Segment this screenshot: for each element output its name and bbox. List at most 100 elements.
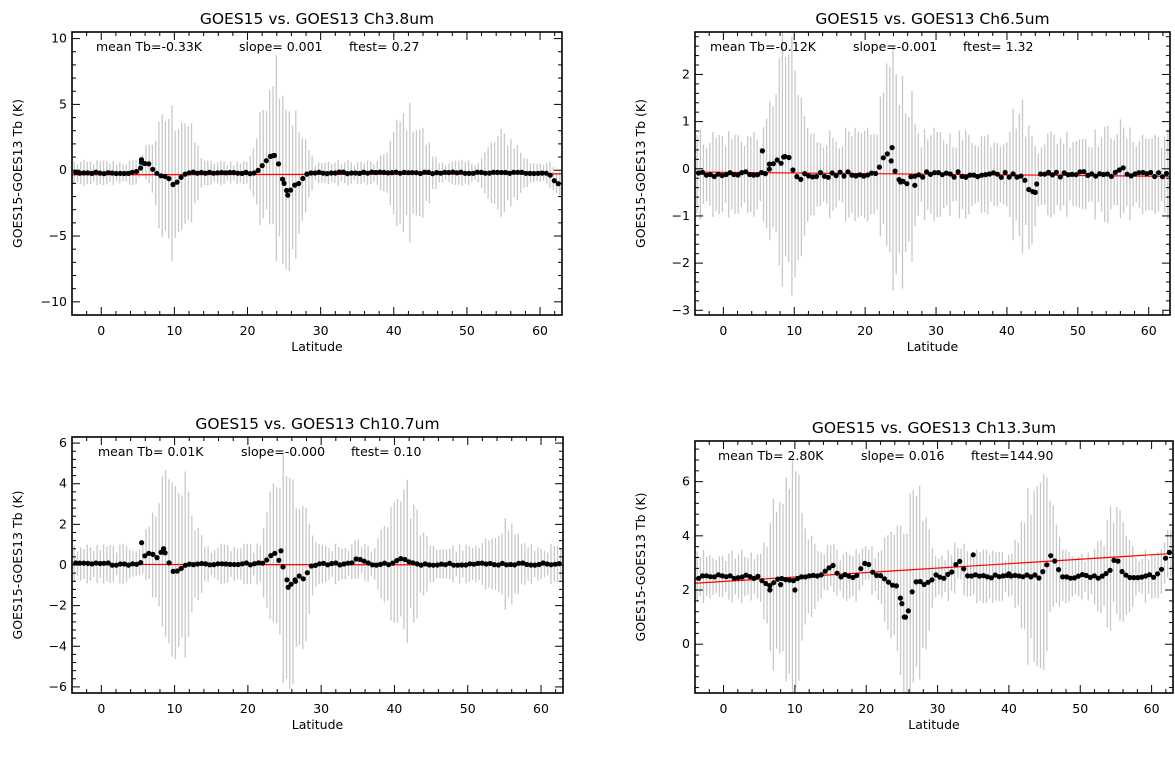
data-point: [937, 574, 943, 580]
data-point: [308, 563, 314, 569]
data-point: [479, 560, 485, 566]
data-point: [1155, 571, 1161, 577]
data-point: [381, 169, 387, 175]
data-point: [1010, 171, 1016, 177]
data-point: [459, 562, 465, 568]
data-point: [766, 166, 772, 172]
data-point: [421, 169, 428, 175]
data-point: [711, 574, 718, 580]
data-point: [913, 579, 919, 585]
data-point: [786, 154, 792, 161]
data-point: [279, 176, 286, 182]
data-point: [872, 170, 879, 177]
data-point: [146, 550, 152, 556]
data-point: [385, 170, 391, 176]
y-tick-label: 6: [682, 474, 690, 489]
data-point: [707, 574, 714, 580]
data-point: [268, 553, 274, 559]
data-point: [838, 574, 844, 580]
data-point: [1012, 572, 1018, 579]
data-point: [263, 158, 269, 164]
data-point: [113, 170, 119, 177]
data-point: [353, 556, 359, 562]
data-point: [933, 572, 939, 578]
data-point: [723, 574, 729, 580]
data-point: [794, 575, 801, 582]
y-tick-label: 2: [59, 516, 67, 531]
data-point: [909, 589, 915, 595]
data-point: [1087, 574, 1093, 581]
ftest-annotation: ftest= 1.32: [963, 39, 1033, 54]
data-point: [340, 169, 346, 175]
data-point: [802, 574, 809, 580]
data-point: [470, 170, 476, 176]
data-point: [77, 560, 83, 566]
data-point: [813, 173, 820, 180]
data-point: [352, 170, 359, 176]
data-point: [337, 562, 343, 568]
data-point: [231, 561, 237, 568]
y-axis-label: GOES15-GOES13 Tb (K): [633, 99, 648, 248]
data-point: [490, 169, 496, 175]
data-point: [150, 166, 156, 172]
data-point: [511, 169, 517, 175]
data-point: [304, 570, 310, 576]
data-point: [770, 161, 776, 167]
data-point: [1044, 562, 1050, 568]
data-point: [1095, 575, 1101, 581]
data-point: [203, 561, 209, 567]
data-point: [125, 170, 131, 176]
data-point: [876, 164, 883, 170]
data-point: [325, 562, 331, 568]
data-point: [344, 171, 350, 177]
data-point: [1032, 572, 1038, 578]
data-point: [1081, 169, 1087, 175]
data-point: [1103, 570, 1109, 577]
data-point: [296, 180, 302, 187]
data-point: [893, 583, 900, 589]
data-point: [758, 170, 765, 176]
data-point: [1108, 173, 1114, 179]
data-point: [483, 561, 489, 567]
data-point: [1089, 171, 1095, 177]
data-point: [972, 572, 979, 578]
data-point: [1140, 169, 1146, 176]
y-tick-label: −5: [49, 228, 67, 243]
data-point: [735, 575, 741, 581]
data-point: [414, 561, 420, 567]
data-point: [239, 170, 245, 176]
data-point: [182, 562, 188, 568]
data-point: [889, 582, 896, 588]
data-point: [276, 557, 282, 563]
data-point: [775, 576, 781, 582]
y-tick-label: 0: [59, 162, 67, 177]
data-point: [398, 556, 404, 562]
data-point: [980, 573, 987, 579]
data-point: [281, 180, 287, 186]
data-point: [531, 170, 537, 177]
x-tick-label: 0: [719, 323, 727, 338]
data-point: [377, 169, 383, 175]
data-point: [373, 169, 379, 176]
data-point: [731, 171, 737, 178]
data-point: [195, 561, 201, 567]
data-point: [778, 582, 784, 588]
data-point: [1131, 575, 1137, 581]
data-point: [425, 169, 432, 175]
ftest-annotation: ftest=144.90: [971, 448, 1053, 463]
y-tick-label: 0: [59, 557, 67, 572]
x-tick-label: 60: [1141, 323, 1157, 338]
data-point: [845, 169, 851, 175]
data-point: [759, 148, 766, 154]
data-point: [834, 570, 840, 576]
data-point: [1116, 167, 1122, 173]
y-tick-label: 0: [682, 636, 690, 651]
data-point: [300, 175, 306, 182]
data-point: [707, 172, 713, 178]
data-point: [1148, 169, 1154, 176]
data-point: [369, 562, 375, 568]
data-point: [1115, 558, 1121, 564]
data-point: [97, 170, 103, 176]
data-point: [527, 170, 533, 176]
y-axis-label: GOES15-GOES13 Tb (K): [10, 491, 25, 640]
